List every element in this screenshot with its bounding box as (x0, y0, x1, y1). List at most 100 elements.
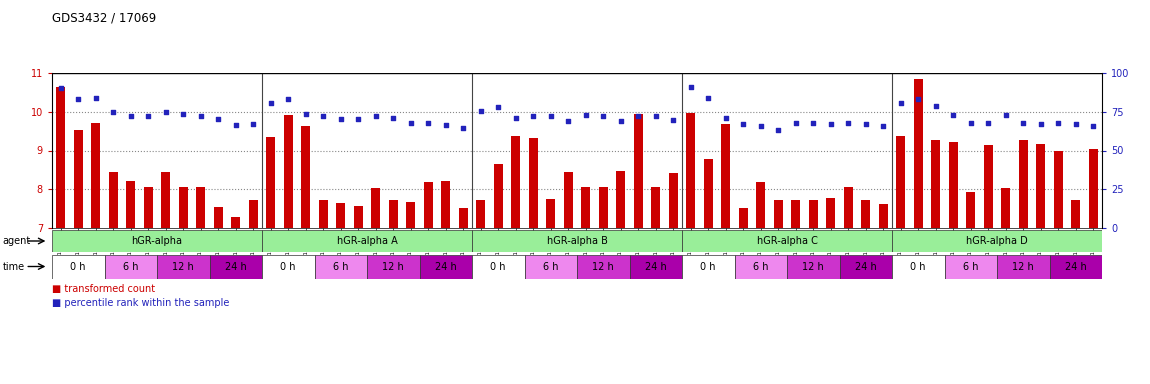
Bar (472, 230, 682, 252)
Point (542, 113, 560, 119)
Bar (879, 204, 888, 228)
Point (350, 116, 368, 122)
Point (1066, 121, 1084, 127)
Bar (704, 159, 713, 228)
Point (52, 84, 70, 91)
Point (401, 119, 420, 126)
Bar (651, 187, 660, 228)
Bar (248, 200, 258, 228)
Bar (1050, 255, 1102, 278)
Bar (476, 200, 485, 228)
Bar (144, 187, 153, 228)
Point (664, 117, 682, 123)
Text: 0 h: 0 h (491, 262, 506, 271)
Point (139, 113, 158, 119)
Text: 24 h: 24 h (1065, 262, 1087, 271)
Point (454, 125, 473, 131)
Bar (896, 136, 905, 228)
Point (1049, 119, 1067, 126)
Point (699, 95, 718, 101)
Bar (682, 255, 735, 278)
Bar (105, 255, 158, 278)
Bar (840, 255, 892, 278)
Text: hGR-alpha B: hGR-alpha B (546, 236, 607, 246)
Bar (808, 200, 818, 228)
Point (787, 119, 805, 126)
Bar (1089, 149, 1097, 228)
Text: agent: agent (2, 236, 31, 246)
Text: 0 h: 0 h (911, 262, 926, 271)
Point (646, 113, 665, 119)
Point (156, 109, 175, 115)
Bar (354, 205, 362, 228)
Bar (493, 164, 503, 228)
Point (331, 116, 350, 122)
Point (908, 96, 927, 103)
Bar (371, 189, 381, 228)
Text: 6 h: 6 h (334, 262, 348, 271)
Bar (564, 172, 573, 228)
Bar (787, 255, 840, 278)
Bar (791, 200, 800, 228)
Point (716, 114, 735, 121)
Point (419, 119, 437, 126)
Bar (1036, 144, 1045, 228)
Point (437, 122, 455, 128)
Bar (389, 200, 398, 228)
Text: 12 h: 12 h (382, 262, 404, 271)
Point (279, 96, 298, 103)
Text: 6 h: 6 h (543, 262, 559, 271)
Bar (944, 255, 997, 278)
Point (961, 119, 980, 126)
Text: 12 h: 12 h (1012, 262, 1034, 271)
Bar (472, 255, 524, 278)
Bar (267, 137, 275, 228)
Bar (91, 122, 100, 228)
Bar (524, 255, 577, 278)
Bar (827, 198, 835, 228)
Text: 0 h: 0 h (700, 262, 716, 271)
Point (874, 123, 892, 129)
Bar (209, 255, 262, 278)
Point (122, 113, 140, 119)
Text: 24 h: 24 h (435, 262, 457, 271)
Bar (179, 187, 187, 228)
Point (524, 113, 543, 119)
Bar (577, 255, 629, 278)
Text: GDS3432 / 17069: GDS3432 / 17069 (52, 12, 156, 25)
Bar (997, 255, 1050, 278)
Bar (262, 255, 314, 278)
Bar (735, 255, 787, 278)
Text: 6 h: 6 h (963, 262, 979, 271)
Text: 0 h: 0 h (70, 262, 86, 271)
Point (682, 83, 700, 89)
Point (472, 108, 490, 114)
Point (506, 114, 524, 121)
Bar (109, 172, 117, 228)
Bar (284, 115, 292, 228)
Bar (1072, 200, 1080, 228)
Point (804, 119, 822, 126)
Point (244, 121, 262, 127)
Text: 6 h: 6 h (753, 262, 768, 271)
Point (297, 111, 315, 117)
Bar (1053, 151, 1063, 228)
Text: hGR-alpha D: hGR-alpha D (966, 236, 1028, 246)
Point (857, 121, 875, 127)
Point (367, 113, 385, 119)
Point (1032, 121, 1050, 127)
Bar (442, 181, 450, 228)
Point (944, 112, 963, 118)
Bar (262, 230, 471, 252)
Bar (949, 142, 958, 228)
Bar (861, 200, 871, 228)
Text: 12 h: 12 h (803, 262, 825, 271)
Bar (634, 114, 643, 228)
Text: 24 h: 24 h (225, 262, 246, 271)
Bar (197, 187, 205, 228)
Text: hGR-alpha: hGR-alpha (131, 236, 183, 246)
Bar (739, 208, 748, 228)
Point (559, 118, 577, 124)
Bar (546, 199, 555, 228)
Bar (892, 230, 1102, 252)
